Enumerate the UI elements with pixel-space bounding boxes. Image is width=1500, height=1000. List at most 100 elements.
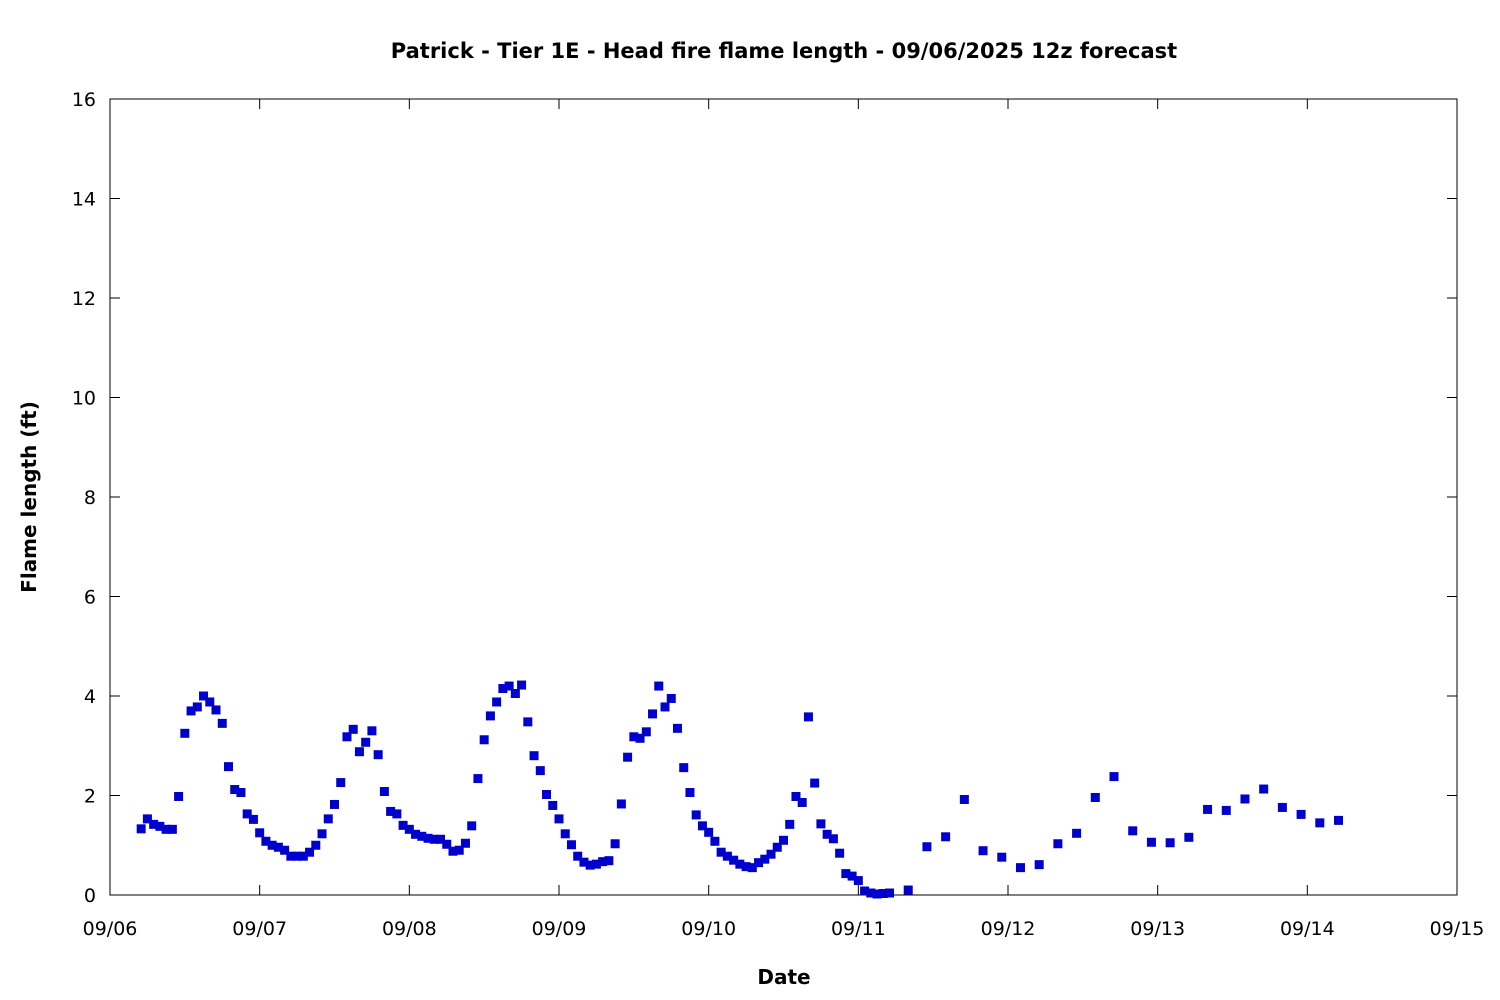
data-point <box>779 835 788 845</box>
x-tick-label: 09/14 <box>1280 918 1335 940</box>
data-point <box>454 845 464 855</box>
data-point <box>1109 772 1119 782</box>
data-point <box>797 797 807 807</box>
data-point <box>223 762 233 772</box>
data-point <box>1034 860 1044 870</box>
data-point <box>1090 792 1100 802</box>
chart-title: Patrick - Tier 1E - Head fire flame leng… <box>391 39 1177 63</box>
data-point <box>579 857 589 867</box>
x-tick-label: 09/10 <box>681 918 736 940</box>
data-point <box>803 712 813 722</box>
data-point <box>816 819 826 829</box>
data-point <box>847 871 857 881</box>
data-point <box>747 863 757 873</box>
data-point <box>217 718 227 728</box>
data-point <box>323 814 333 824</box>
data-point <box>648 709 658 719</box>
data-point <box>261 836 271 846</box>
data-point <box>741 862 751 872</box>
data-point <box>205 697 215 707</box>
data-point <box>872 889 882 899</box>
data-point <box>199 691 209 701</box>
data-point <box>161 824 171 834</box>
data-point <box>542 790 552 800</box>
data-point <box>529 751 539 761</box>
data-point <box>598 857 608 867</box>
data-point <box>155 821 165 831</box>
data-point <box>392 809 402 819</box>
data-point <box>136 824 146 834</box>
data-point <box>273 842 283 852</box>
data-point <box>336 778 346 788</box>
data-point <box>822 829 832 839</box>
data-point <box>1315 818 1325 828</box>
data-point <box>1203 804 1213 814</box>
data-point <box>716 847 726 857</box>
data-point <box>641 727 651 737</box>
data-point <box>1259 784 1269 794</box>
data-point <box>417 831 427 841</box>
data-point <box>436 834 446 844</box>
data-point <box>691 810 701 820</box>
data-point <box>791 791 801 801</box>
data-point <box>442 839 452 849</box>
x-tick-label: 09/11 <box>831 918 886 940</box>
data-point <box>348 724 358 734</box>
data-point <box>255 828 265 838</box>
data-points <box>136 680 1344 899</box>
y-tick-label: 6 <box>84 587 96 609</box>
x-tick-label: 09/09 <box>532 918 587 940</box>
data-point <box>386 806 396 816</box>
data-point <box>878 889 888 899</box>
data-point <box>535 766 545 776</box>
data-point <box>317 829 327 839</box>
data-point <box>1146 837 1156 847</box>
data-point <box>604 856 614 866</box>
data-point <box>298 851 308 861</box>
data-point <box>623 752 633 762</box>
data-point <box>679 763 689 773</box>
data-point <box>685 788 695 798</box>
data-point <box>591 859 601 869</box>
data-point <box>754 858 764 868</box>
data-point <box>504 681 514 691</box>
data-point <box>866 888 876 898</box>
y-tick-label: 8 <box>84 487 96 509</box>
data-point <box>616 799 626 809</box>
plot-frame <box>109 98 1458 896</box>
data-point <box>672 723 682 733</box>
data-point <box>548 800 558 810</box>
data-point <box>554 814 564 824</box>
data-point <box>766 849 776 859</box>
data-point <box>997 852 1007 862</box>
data-point <box>280 845 290 855</box>
data-point <box>629 732 639 742</box>
data-point <box>429 834 439 844</box>
y-tick-label: 12 <box>72 288 96 310</box>
data-point <box>467 821 477 831</box>
data-point <box>473 774 483 784</box>
data-point <box>492 697 502 707</box>
data-point <box>635 733 645 743</box>
x-tick-label: 09/07 <box>232 918 287 940</box>
data-point <box>267 840 277 850</box>
data-point <box>411 829 421 839</box>
data-point <box>1296 809 1306 819</box>
data-point <box>1240 794 1250 804</box>
data-point <box>760 854 770 864</box>
data-point <box>174 791 184 801</box>
data-point <box>230 785 240 795</box>
data-point <box>1184 832 1194 842</box>
data-point <box>722 851 732 861</box>
data-point <box>242 809 252 819</box>
data-point <box>704 827 714 837</box>
data-point <box>517 680 527 690</box>
data-point <box>666 693 676 703</box>
x-axis-label: Date <box>757 965 810 989</box>
data-point <box>192 702 202 712</box>
data-point <box>922 842 932 852</box>
data-point <box>1334 815 1344 825</box>
x-tick-label: 09/13 <box>1130 918 1185 940</box>
data-point <box>1165 838 1175 848</box>
data-point <box>710 836 720 846</box>
